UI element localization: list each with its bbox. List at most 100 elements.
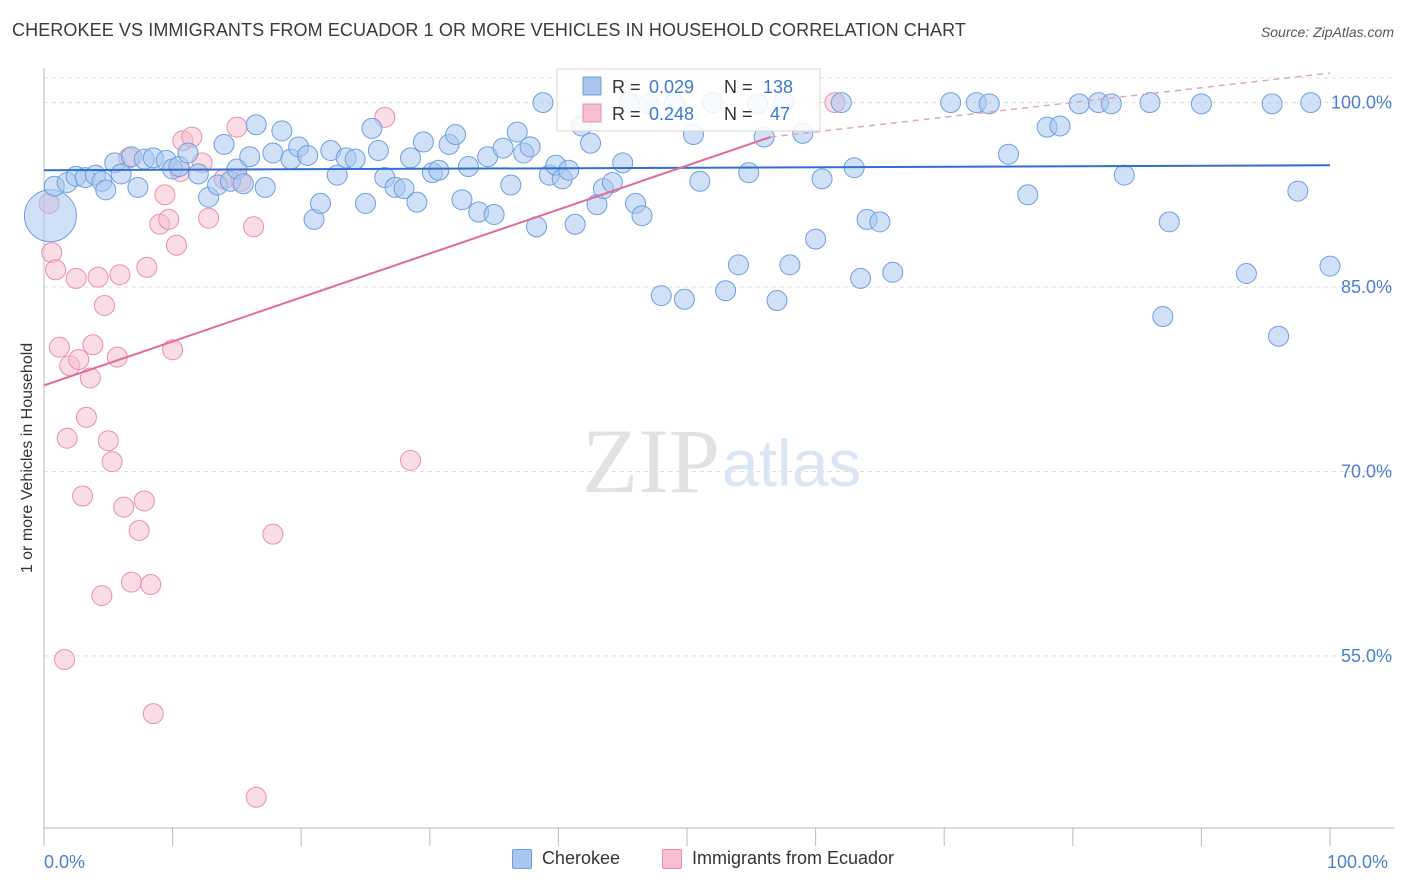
cherokee-point — [940, 92, 962, 114]
cherokee-point — [254, 176, 276, 198]
cherokee-point — [457, 156, 479, 178]
ecuador-point — [45, 259, 67, 281]
cherokee-point — [1268, 325, 1290, 347]
ecuador-trend-line — [43, 136, 771, 387]
cherokee-point — [1100, 93, 1122, 115]
ecuador-point — [91, 585, 113, 607]
cherokee-point — [262, 142, 284, 164]
cherokee-point — [412, 131, 434, 153]
cherokee-point — [850, 267, 872, 289]
cherokee-point — [1049, 115, 1071, 137]
stats-box: R = 0.029 N = 138 R = 0.248 N = 47 — [556, 68, 821, 132]
ecuador-point — [128, 519, 150, 541]
legend-label-ecuador: Immigrants from Ecuador — [691, 848, 895, 868]
cherokee-point — [445, 124, 467, 146]
cherokee-point — [1152, 306, 1174, 328]
cherokee-point — [127, 176, 149, 198]
cherokee-point — [483, 203, 505, 225]
ecuador-point — [400, 449, 422, 471]
cherokee-point — [239, 146, 261, 168]
cherokee-point — [1300, 92, 1322, 114]
cherokee-point — [631, 205, 653, 227]
cherokee-point — [400, 147, 422, 169]
legend-item-cherokee: Cherokee — [511, 848, 620, 869]
watermark-zip: ZIP — [582, 410, 720, 512]
legend-swatch-cherokee — [511, 848, 532, 869]
cherokee-point — [309, 192, 331, 214]
cherokee-point — [492, 137, 514, 159]
cherokee-point — [998, 143, 1019, 165]
cherokee-point — [601, 172, 623, 194]
ecuador-point — [136, 256, 158, 278]
watermark-atlas: atlas — [722, 426, 861, 500]
ecuador-point — [245, 786, 267, 808]
ecuador-point — [140, 574, 162, 596]
y-tick-labels: 100.0% 85.0% 70.0% 55.0% — [1331, 93, 1392, 666]
cherokee-point — [326, 164, 348, 186]
ecuador-point — [109, 264, 131, 286]
ecuador-point — [48, 336, 70, 358]
cherokee-point — [727, 254, 749, 276]
cherokee-point — [393, 178, 415, 200]
cherokee-point — [361, 117, 383, 139]
cherokee-point — [1261, 93, 1283, 115]
cherokee-point — [177, 142, 199, 164]
ecuador-point — [198, 207, 220, 229]
cherokee-point — [95, 179, 117, 201]
legend-swatch-ecuador — [661, 848, 682, 869]
chart-title: CHEROKEE VS IMMIGRANTS FROM ECUADOR 1 OR… — [12, 20, 966, 40]
cherokee-point — [406, 191, 428, 213]
cherokee-trend-line — [43, 164, 1331, 172]
ecuador-point — [87, 266, 109, 288]
ecuador-point — [54, 649, 76, 671]
ecuador-point — [93, 294, 115, 316]
ecuador-point — [154, 184, 176, 206]
cherokee-point — [506, 121, 528, 143]
legend-item-ecuador: Immigrants from Ecuador — [661, 848, 895, 869]
ecuador-point — [158, 208, 180, 230]
ecuador-point — [41, 242, 63, 264]
cherokee-point — [110, 163, 132, 185]
y-axis-label-wrap: 1 or more Vehicles in Household — [18, 78, 38, 838]
cherokee-point — [766, 290, 788, 312]
cherokee-point — [1235, 262, 1257, 284]
cherokee-point — [500, 174, 522, 196]
stats-r-label-1: R = — [612, 77, 641, 97]
stats-swatch-cherokee — [582, 76, 602, 96]
cherokee-point — [830, 92, 852, 114]
ecuador-point — [142, 703, 164, 725]
cherokee-point — [580, 132, 602, 154]
cherokee-point — [344, 148, 366, 170]
cherokee-point — [532, 92, 554, 114]
ecuador-point — [75, 406, 97, 428]
cherokee-point — [978, 93, 1000, 115]
source-label: Source: ZipAtlas.com — [1260, 24, 1394, 40]
x-axis-max-label: 100.0% — [1327, 852, 1389, 872]
trend-lines — [43, 72, 1331, 387]
cherokee-point — [715, 280, 737, 302]
cherokee-point — [213, 133, 235, 155]
ecuador-point — [68, 349, 90, 371]
y-axis-label: 1 or more Vehicles in Household — [19, 342, 36, 574]
ecuador-point — [113, 496, 135, 518]
ecuador-point — [165, 234, 187, 256]
ecuador-point — [101, 451, 123, 473]
ecuador-point — [97, 430, 119, 452]
cherokee-point — [1190, 93, 1212, 115]
cherokee-point — [297, 144, 319, 166]
cherokee-point — [1139, 92, 1161, 114]
cherokee-point — [1287, 180, 1309, 202]
cherokee-point — [1158, 211, 1180, 233]
y-tick-label-100: 100.0% — [1331, 93, 1392, 113]
cherokee-point — [428, 159, 450, 181]
cherokee-point — [882, 261, 904, 283]
y-tick-label-85: 85.0% — [1341, 277, 1392, 297]
ecuador-point — [82, 334, 104, 356]
ecuador-point — [56, 427, 78, 449]
cherokee-point — [805, 228, 827, 250]
cherokee-point — [1068, 93, 1090, 115]
ecuador-point — [72, 485, 94, 507]
cherokee-point — [650, 285, 672, 307]
cherokee-point — [811, 168, 833, 190]
